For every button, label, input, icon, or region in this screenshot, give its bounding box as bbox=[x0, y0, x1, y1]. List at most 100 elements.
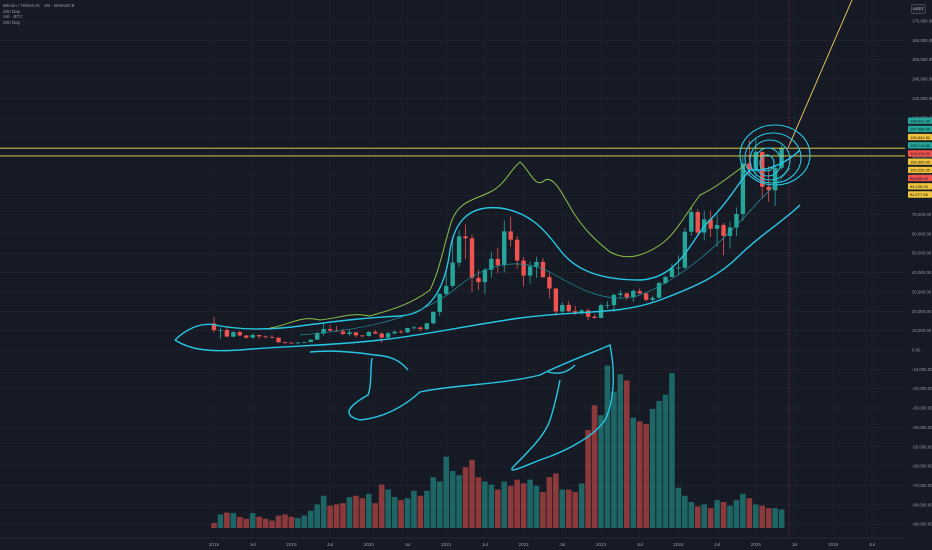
volume-bar bbox=[598, 415, 604, 528]
candle-body bbox=[682, 231, 688, 268]
volume-bar bbox=[430, 477, 437, 528]
head-ring bbox=[749, 139, 791, 181]
y-tick-label: 10,000.00 bbox=[912, 328, 932, 333]
price-label-text: 100,300.00 bbox=[910, 159, 931, 164]
candle-body bbox=[263, 336, 268, 338]
candle-body bbox=[624, 293, 629, 298]
price-label-bg bbox=[908, 150, 932, 157]
volume-bar bbox=[436, 481, 443, 528]
price-label-text: 107,998.00 bbox=[910, 127, 931, 132]
candle-body bbox=[534, 261, 539, 267]
currency-badge[interactable]: USDT bbox=[911, 4, 926, 14]
trend-line bbox=[787, 0, 853, 149]
candle-body bbox=[585, 310, 591, 317]
volume-bar bbox=[778, 509, 785, 528]
candle-body bbox=[373, 331, 378, 334]
candle-body bbox=[276, 337, 281, 343]
candle-body bbox=[444, 285, 449, 294]
volume-bar bbox=[707, 508, 714, 528]
volume-bar bbox=[230, 513, 237, 528]
volume-bar bbox=[759, 505, 766, 528]
y-tick-label: 60,000.00 bbox=[912, 231, 932, 236]
candle-body bbox=[508, 231, 513, 240]
candle-body bbox=[469, 238, 475, 278]
volume-bar bbox=[211, 523, 217, 528]
volume-bar bbox=[333, 504, 340, 528]
volume-bar bbox=[495, 489, 501, 528]
volume-bar bbox=[353, 495, 359, 528]
price-label-bg bbox=[908, 133, 932, 141]
volume-bar bbox=[636, 421, 643, 528]
price-label-bg bbox=[908, 191, 932, 198]
symbol-title[interactable]: Bitcoin / TetherUS · 1M · BINANCE bbox=[3, 3, 75, 8]
volume-bar bbox=[443, 456, 449, 528]
price-label-text: 94,077.56 bbox=[910, 192, 929, 197]
price-label-bg bbox=[908, 125, 932, 133]
price-labels: 108,921.42 107,998.00 105,841.82 105,711.96… bbox=[908, 117, 932, 198]
volume-bar bbox=[237, 516, 243, 528]
candle-body bbox=[218, 330, 223, 331]
volume-bar bbox=[624, 380, 630, 528]
volume-bar bbox=[391, 497, 398, 528]
candle-body bbox=[456, 236, 462, 263]
candle-body bbox=[553, 288, 559, 312]
candle-body bbox=[250, 335, 255, 338]
volume-indicator-label[interactable]: Vol · BTC bbox=[3, 14, 23, 20]
candle-body bbox=[631, 291, 636, 298]
candle-body bbox=[669, 268, 675, 278]
candle-body bbox=[560, 304, 565, 312]
volume-bar bbox=[269, 520, 275, 528]
volume-bar bbox=[256, 516, 262, 528]
volume-bar bbox=[559, 489, 566, 528]
y-tick-label: 130,000.00 bbox=[912, 96, 932, 101]
candle-body bbox=[766, 186, 771, 191]
volume-bar bbox=[765, 508, 772, 528]
candles bbox=[211, 137, 784, 344]
candle-body bbox=[244, 335, 249, 338]
candle-body bbox=[385, 333, 391, 338]
volume-bar bbox=[753, 504, 759, 528]
price-label-text: 94,138.00 bbox=[910, 184, 929, 189]
volume-bar bbox=[540, 492, 546, 528]
volume-bar bbox=[649, 408, 656, 528]
chart-legend: Bitcoin / TetherUS · 1M · BINANCE 200 Da… bbox=[3, 3, 75, 25]
ma-indicator-label[interactable]: 200 Day bbox=[3, 8, 21, 14]
volume-bar bbox=[307, 510, 314, 528]
candle-body bbox=[450, 262, 455, 286]
volume-bar bbox=[224, 512, 230, 528]
volume-bar bbox=[591, 405, 598, 528]
candle-body bbox=[566, 304, 571, 312]
candle-body bbox=[650, 297, 655, 300]
volume-bar bbox=[275, 515, 282, 528]
turtle-outline bbox=[547, 364, 576, 374]
candle-body bbox=[547, 277, 552, 289]
volume-bar bbox=[553, 473, 559, 528]
volume-bar bbox=[378, 484, 385, 528]
x-tick-label: Jul bbox=[482, 542, 488, 547]
candle-body bbox=[315, 333, 320, 340]
volume-bar bbox=[411, 490, 417, 528]
volume-bar bbox=[424, 490, 430, 528]
candle-body bbox=[431, 311, 436, 324]
ma-indicator-label-2[interactable]: 200 Day bbox=[3, 19, 21, 25]
candle-body bbox=[592, 316, 597, 318]
volume-bar bbox=[295, 518, 301, 528]
y-tick-label: -30,000.00 bbox=[912, 406, 932, 411]
volume-bar bbox=[604, 365, 611, 528]
candle-body bbox=[618, 293, 623, 295]
y-tick-label: 170,000.00 bbox=[912, 19, 932, 24]
candle-body bbox=[502, 231, 507, 266]
volume-bar bbox=[462, 467, 469, 528]
x-tick-label: 2021 bbox=[441, 542, 452, 547]
x-tick-label: Jul bbox=[405, 542, 411, 547]
volume-bars bbox=[211, 365, 785, 528]
candle-body bbox=[482, 269, 488, 283]
candle-body bbox=[656, 282, 662, 298]
volume-bar bbox=[572, 492, 578, 528]
price-label-bg bbox=[908, 174, 932, 182]
price-label-bg bbox=[908, 142, 932, 149]
candle-body bbox=[211, 323, 217, 331]
volume-bar bbox=[320, 495, 327, 528]
candle-body bbox=[611, 294, 617, 306]
